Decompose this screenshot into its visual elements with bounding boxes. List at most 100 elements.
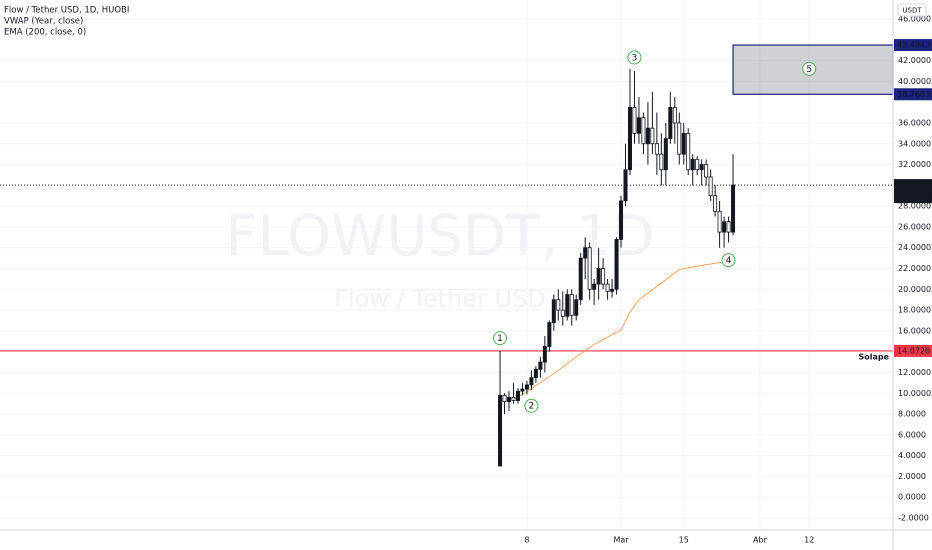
annotation-label: 2 [529,402,535,412]
candle-body [713,195,718,212]
price-label: 38.7603 [897,90,930,99]
y-tick-label: 6.0000 [898,430,926,439]
y-tick-label: 12.0000 [898,368,931,377]
chart-title: Flow / Tether USD, 1D, HUOBI [4,6,129,16]
candle-body [726,221,731,233]
y-tick-label: 26.0000 [898,222,931,231]
plot: Solape 1 2 3 4 5 [0,44,894,467]
candle-body [502,394,507,402]
annotation-label: 5 [806,65,812,75]
candle-body [632,106,637,134]
y-tick-label: 32.0000 [898,160,931,169]
annotation-label: 3 [632,53,638,63]
candle-body [515,390,520,401]
indicator-line [517,260,729,398]
y-tick-label: 20.0000 [898,285,931,294]
candle-body [592,283,597,290]
candle-body [681,132,686,155]
x-tick-label: Mar [613,536,629,545]
y-tick-label: -2.0000 [898,514,929,523]
indicator-legend: EMA (200, close, 0) [4,28,86,38]
price-label: 14.0720 [897,346,930,355]
annotation-label: 4 [726,256,732,266]
y-tick-label: 40.0000 [898,77,931,86]
y-tick-label: 46.0000 [898,15,931,24]
candle-body [686,132,691,171]
candle-body [668,106,673,139]
y-tick-label: 28.0000 [898,202,931,211]
annotation-label: 1 [497,334,503,344]
candle-body [641,117,646,145]
candle-body [672,106,677,124]
price-label-box [894,344,932,357]
candle-body [677,122,682,155]
price-label-box [894,39,932,52]
candle-body [498,394,503,467]
candle-body [511,397,516,401]
candle-body [695,158,700,171]
watermark: FLOWUSDT, 1D [225,204,654,269]
candle-body [533,368,538,379]
y-tick-label: 0.0000 [898,493,926,502]
y-tick-label: 16.0000 [898,326,931,335]
candle-body [520,388,525,392]
candle-body [636,117,641,134]
y-tick-label: 10.0000 [898,389,931,398]
candle-body [574,299,579,316]
candle-body [654,143,659,155]
y-tick-label: 2.0000 [898,472,926,481]
currency-box[interactable] [897,3,927,17]
candle-body [556,299,561,311]
candle-body [704,164,709,178]
candle-body [708,176,713,197]
axis: -2.0000 0.0000 2.0000 4.0000 6.0000 8.0000 10.… [524,15,932,545]
grid [0,0,893,530]
x-tick-label: 12 [804,536,814,545]
candle-body [650,127,655,145]
y-tick-label: 4.0000 [898,451,926,460]
candle-body [614,238,619,290]
y-tick-label: 24.0000 [898,243,931,252]
candle-body [645,127,650,145]
candle-body [623,169,628,202]
annotation-marker [802,61,817,76]
candle-body [663,138,668,171]
x-tick-label: 8 [524,536,529,545]
candle-body [699,164,704,171]
candle-body [596,268,601,285]
candle-body [583,247,588,259]
x-tick-label: 15 [679,536,689,545]
indicator-legend: VWAP (Year, close) [4,17,83,27]
candle-body [690,158,695,171]
candle-body [619,200,624,240]
candle-body [627,106,632,171]
y-tick-label: 34.0000 [898,139,931,148]
candle-body [605,283,610,292]
candle-body [731,184,736,233]
candle-body [610,288,615,292]
candle-body [547,322,552,347]
candle-body [565,294,570,317]
annotation-marker [721,253,736,268]
price-label-box [894,88,932,101]
y-tick-label: 18.0000 [898,306,931,315]
candle-body [560,309,565,317]
candle-body [569,294,574,316]
y-tick-label: 22.0000 [898,264,931,273]
candle-body [717,210,722,233]
candle-body [601,268,606,285]
candle-body [551,299,556,323]
price-label: 30.0235 [897,181,930,190]
annotation-marker [627,50,642,65]
annotation-marker [493,331,508,346]
price-label-box [894,179,932,204]
horizontal-line-label: Solape [858,352,889,361]
currency: USDT [902,7,922,15]
countdown: 02:44:45 [897,192,932,201]
candle-body [538,361,543,370]
candle-body [507,397,512,402]
annotation-marker [524,398,539,413]
candle-body [542,346,547,363]
